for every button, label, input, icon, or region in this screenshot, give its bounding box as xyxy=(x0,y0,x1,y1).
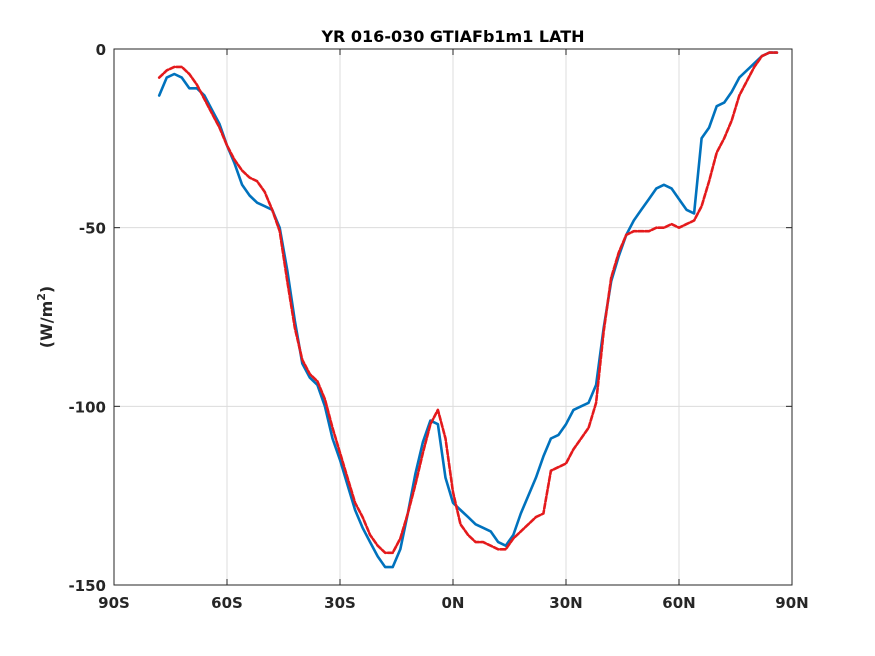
x-tick-label: 60S xyxy=(211,594,243,612)
y-axis-label: (W/m2) xyxy=(35,286,56,348)
series-line-solid xyxy=(157,51,779,569)
x-tick-label: 60N xyxy=(662,594,695,612)
series-group xyxy=(157,51,779,569)
ticks: 90S 60S 30S 0N 30N 60N 90N 0 -50 -100 -150 xyxy=(68,41,808,612)
chart-title: YR 016-030 GTIAFb1m1 LATH xyxy=(320,27,584,46)
y-tick-label: -50 xyxy=(79,220,106,238)
y-tick-label: 0 xyxy=(96,41,106,59)
x-tick-label: 30S xyxy=(324,594,356,612)
x-tick-label: 90N xyxy=(775,594,808,612)
y-tick-label: -100 xyxy=(68,398,106,416)
x-tick-label: 90S xyxy=(98,594,130,612)
x-tick-label: 30N xyxy=(549,594,582,612)
series-line-dashed xyxy=(157,51,779,555)
y-axis-label-main: (W/m xyxy=(37,301,56,348)
y-axis-label-close: ) xyxy=(37,286,56,293)
x-tick-label: 0N xyxy=(442,594,465,612)
y-tick-label: -150 xyxy=(68,577,106,595)
y-axis-label-superscript: 2 xyxy=(35,293,48,301)
